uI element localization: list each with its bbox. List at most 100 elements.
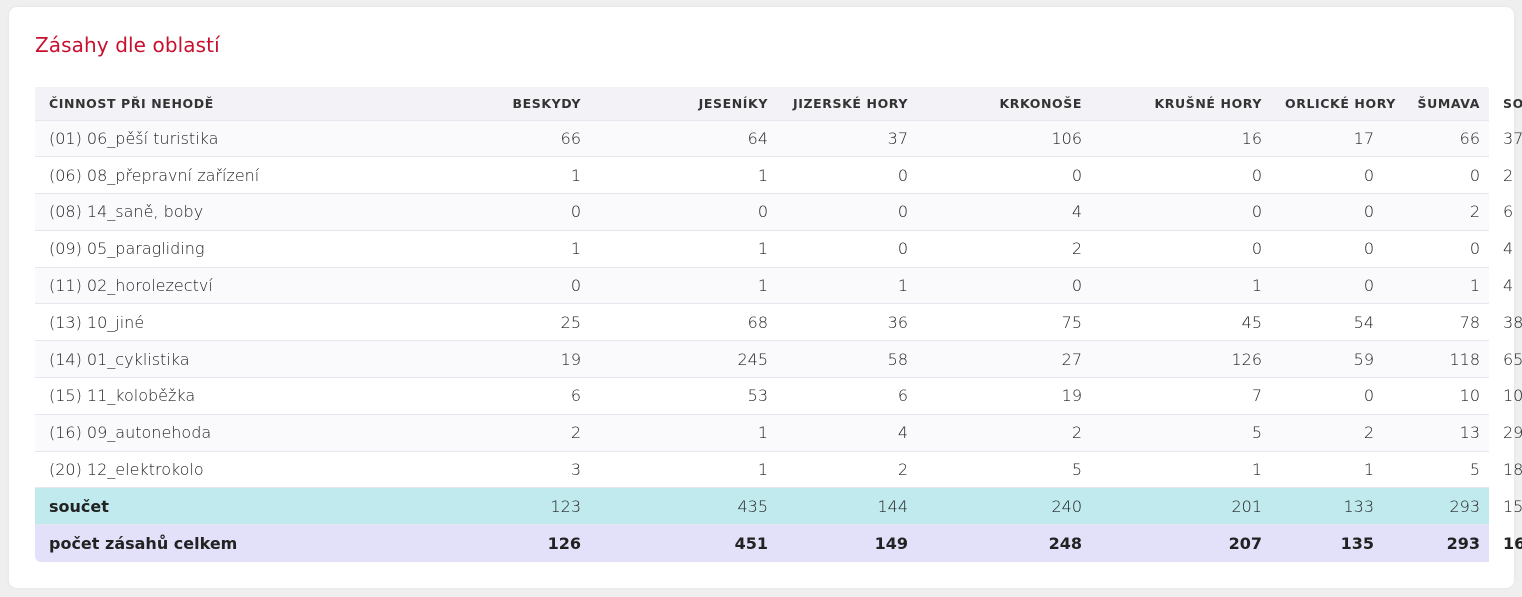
row-label: (15) 11_koloběžka bbox=[49, 386, 196, 406]
cell-value: 13 bbox=[1459, 423, 1480, 443]
cell-value: 1 bbox=[757, 460, 768, 480]
table-row: (09) 05_paragliding 1 1 0 2 0 0 0 4 bbox=[35, 230, 1513, 268]
table-header-row: ČINNOST PŘI NEHODĚ BESKYDY JESENÍKY JIZERSK… bbox=[35, 87, 1522, 120]
cell-value: 0 bbox=[897, 239, 908, 259]
row-label: (11) 02_horolezectví bbox=[49, 276, 213, 296]
cell-value: 201 bbox=[1231, 496, 1262, 516]
cell-value: 0 bbox=[757, 202, 768, 222]
cell-value: 0 bbox=[1363, 202, 1374, 222]
cell-value: 1 bbox=[1469, 276, 1480, 296]
cell-value: 53 bbox=[747, 386, 768, 406]
cell-value: 0 bbox=[1363, 276, 1374, 296]
table-row: (16) 09_autonehoda 2 1 4 2 5 2 13 29 bbox=[35, 414, 1522, 452]
cell-value: 123 bbox=[550, 496, 581, 516]
cell-value: 6 bbox=[897, 386, 908, 406]
cell-value: 1 bbox=[757, 165, 768, 185]
cell-value: 2 bbox=[1363, 423, 1374, 443]
cell-value: 0 bbox=[1363, 165, 1374, 185]
row-label: (01) 06_pěší turistika bbox=[49, 128, 219, 148]
cell-value: 0 bbox=[1071, 165, 1082, 185]
cell-value: 126 bbox=[547, 534, 581, 554]
column-header: ORLICKÉ HORY bbox=[1285, 95, 1396, 111]
cell-value: 245 bbox=[737, 349, 768, 369]
row-label: (16) 09_autonehoda bbox=[49, 423, 212, 443]
table-row: (15) 11_koloběžka6536197010101 bbox=[35, 377, 1522, 415]
cell-value: 0 bbox=[1469, 165, 1480, 185]
cell-value: 78 bbox=[1459, 312, 1480, 332]
cell-value: 0 bbox=[1469, 239, 1480, 259]
table-row: (14) 01_cyklistika19245582712659118652 bbox=[35, 340, 1522, 378]
cell-value: 10 bbox=[1459, 386, 1480, 406]
cell-value: 149 bbox=[874, 534, 908, 554]
cell-value: 7 bbox=[1251, 386, 1262, 406]
sum-row: součet1234351442402011332931569 bbox=[35, 487, 1522, 525]
areas-card: Zásahy dle oblastí ČINNOST PŘI NEHODĚ BES… bbox=[9, 7, 1522, 588]
cell-value: 5 bbox=[1251, 423, 1262, 443]
cell-value: 68 bbox=[747, 312, 768, 332]
cell-value: 66 bbox=[560, 128, 581, 148]
row-label: (06) 08_přepravní zařízení bbox=[49, 165, 260, 185]
cell-value: 2 bbox=[1071, 423, 1082, 443]
cell-value: 1 bbox=[757, 276, 768, 296]
cell-value: 2 bbox=[570, 423, 581, 443]
cell-value: 4 bbox=[897, 423, 908, 443]
cell-value: 0 bbox=[897, 165, 908, 185]
cell-value: 135 bbox=[1340, 534, 1374, 554]
table-row: (01) 06_pěší turistika666437106161766372 bbox=[35, 120, 1522, 157]
cell-value: 0 bbox=[1251, 202, 1262, 222]
cell-value: 6 bbox=[570, 386, 581, 406]
cell-value: 2 bbox=[1071, 239, 1082, 259]
cell-value: 66 bbox=[1459, 128, 1480, 148]
cell-value: 36 bbox=[887, 312, 908, 332]
areas-table: ČINNOST PŘI NEHODĚ BESKYDY JESENÍKY JIZERSK… bbox=[35, 87, 1522, 562]
cell-value: 25 bbox=[560, 312, 581, 332]
cell-value: 5 bbox=[1469, 460, 1480, 480]
cell-value: 0 bbox=[897, 202, 908, 222]
row-label: (13) 10_jiné bbox=[49, 312, 145, 332]
cell-value: 54 bbox=[1353, 312, 1374, 332]
table-row: (13) 10_jiné25683675455478381 bbox=[35, 303, 1522, 341]
cell-value: 240 bbox=[1051, 496, 1082, 516]
cell-value: 58 bbox=[887, 349, 908, 369]
cell-value: 19 bbox=[1061, 386, 1082, 406]
column-header: KRUŠNÉ HORY bbox=[1154, 95, 1262, 111]
cell-value: 5 bbox=[1071, 460, 1082, 480]
row-label: (14) 01_cyklistika bbox=[49, 349, 190, 369]
cell-value: 27 bbox=[1061, 349, 1082, 369]
cell-value: 133 bbox=[1343, 496, 1374, 516]
cell-value: 1 bbox=[1363, 460, 1374, 480]
cell-value: 1 bbox=[757, 239, 768, 259]
column-header: ŠUMAVA bbox=[1417, 95, 1480, 111]
cell-value: 45 bbox=[1241, 312, 1262, 332]
cell-value: 0 bbox=[1251, 165, 1262, 185]
cell-value: 1 bbox=[1251, 276, 1262, 296]
cell-value: 0 bbox=[570, 276, 581, 296]
cell-value: 1 bbox=[757, 423, 768, 443]
card-title: Zásahy dle oblastí bbox=[35, 33, 220, 57]
column-header: JESENÍKY bbox=[698, 95, 768, 111]
cell-value: 118 bbox=[1449, 349, 1480, 369]
column-header: ČINNOST PŘI NEHODĚ bbox=[49, 95, 214, 111]
cell-value: 144 bbox=[877, 496, 908, 516]
cell-value: 75 bbox=[1061, 312, 1082, 332]
cell-value: 293 bbox=[1446, 534, 1480, 554]
cell-value: 1 bbox=[897, 276, 908, 296]
table-row: (06) 08_přepravní zařízení 1 1 0 0 0 0 0 2 bbox=[35, 156, 1513, 194]
cell-value: 2 bbox=[897, 460, 908, 480]
cell-value: 248 bbox=[1048, 534, 1082, 554]
cell-value: 37 bbox=[887, 128, 908, 148]
table-row: (11) 02_horolezectví 0 1 1 0 1 0 1 4 bbox=[35, 267, 1513, 304]
cell-value: 59 bbox=[1353, 349, 1374, 369]
cell-value: 0 bbox=[570, 202, 581, 222]
cell-value: 451 bbox=[734, 534, 768, 554]
cell-value: 4 bbox=[1071, 202, 1082, 222]
cell-value: 106 bbox=[1051, 128, 1082, 148]
row-label: počet zásahů celkem bbox=[49, 534, 238, 554]
column-header: BESKYDY bbox=[512, 95, 581, 111]
cell-value: 293 bbox=[1449, 496, 1480, 516]
cell-value: 1 bbox=[570, 239, 581, 259]
row-label: (09) 05_paragliding bbox=[49, 239, 205, 259]
cell-value: 3 bbox=[570, 460, 581, 480]
cell-value: 0 bbox=[1071, 276, 1082, 296]
column-header: JIZERSKÉ HORY bbox=[793, 95, 908, 111]
